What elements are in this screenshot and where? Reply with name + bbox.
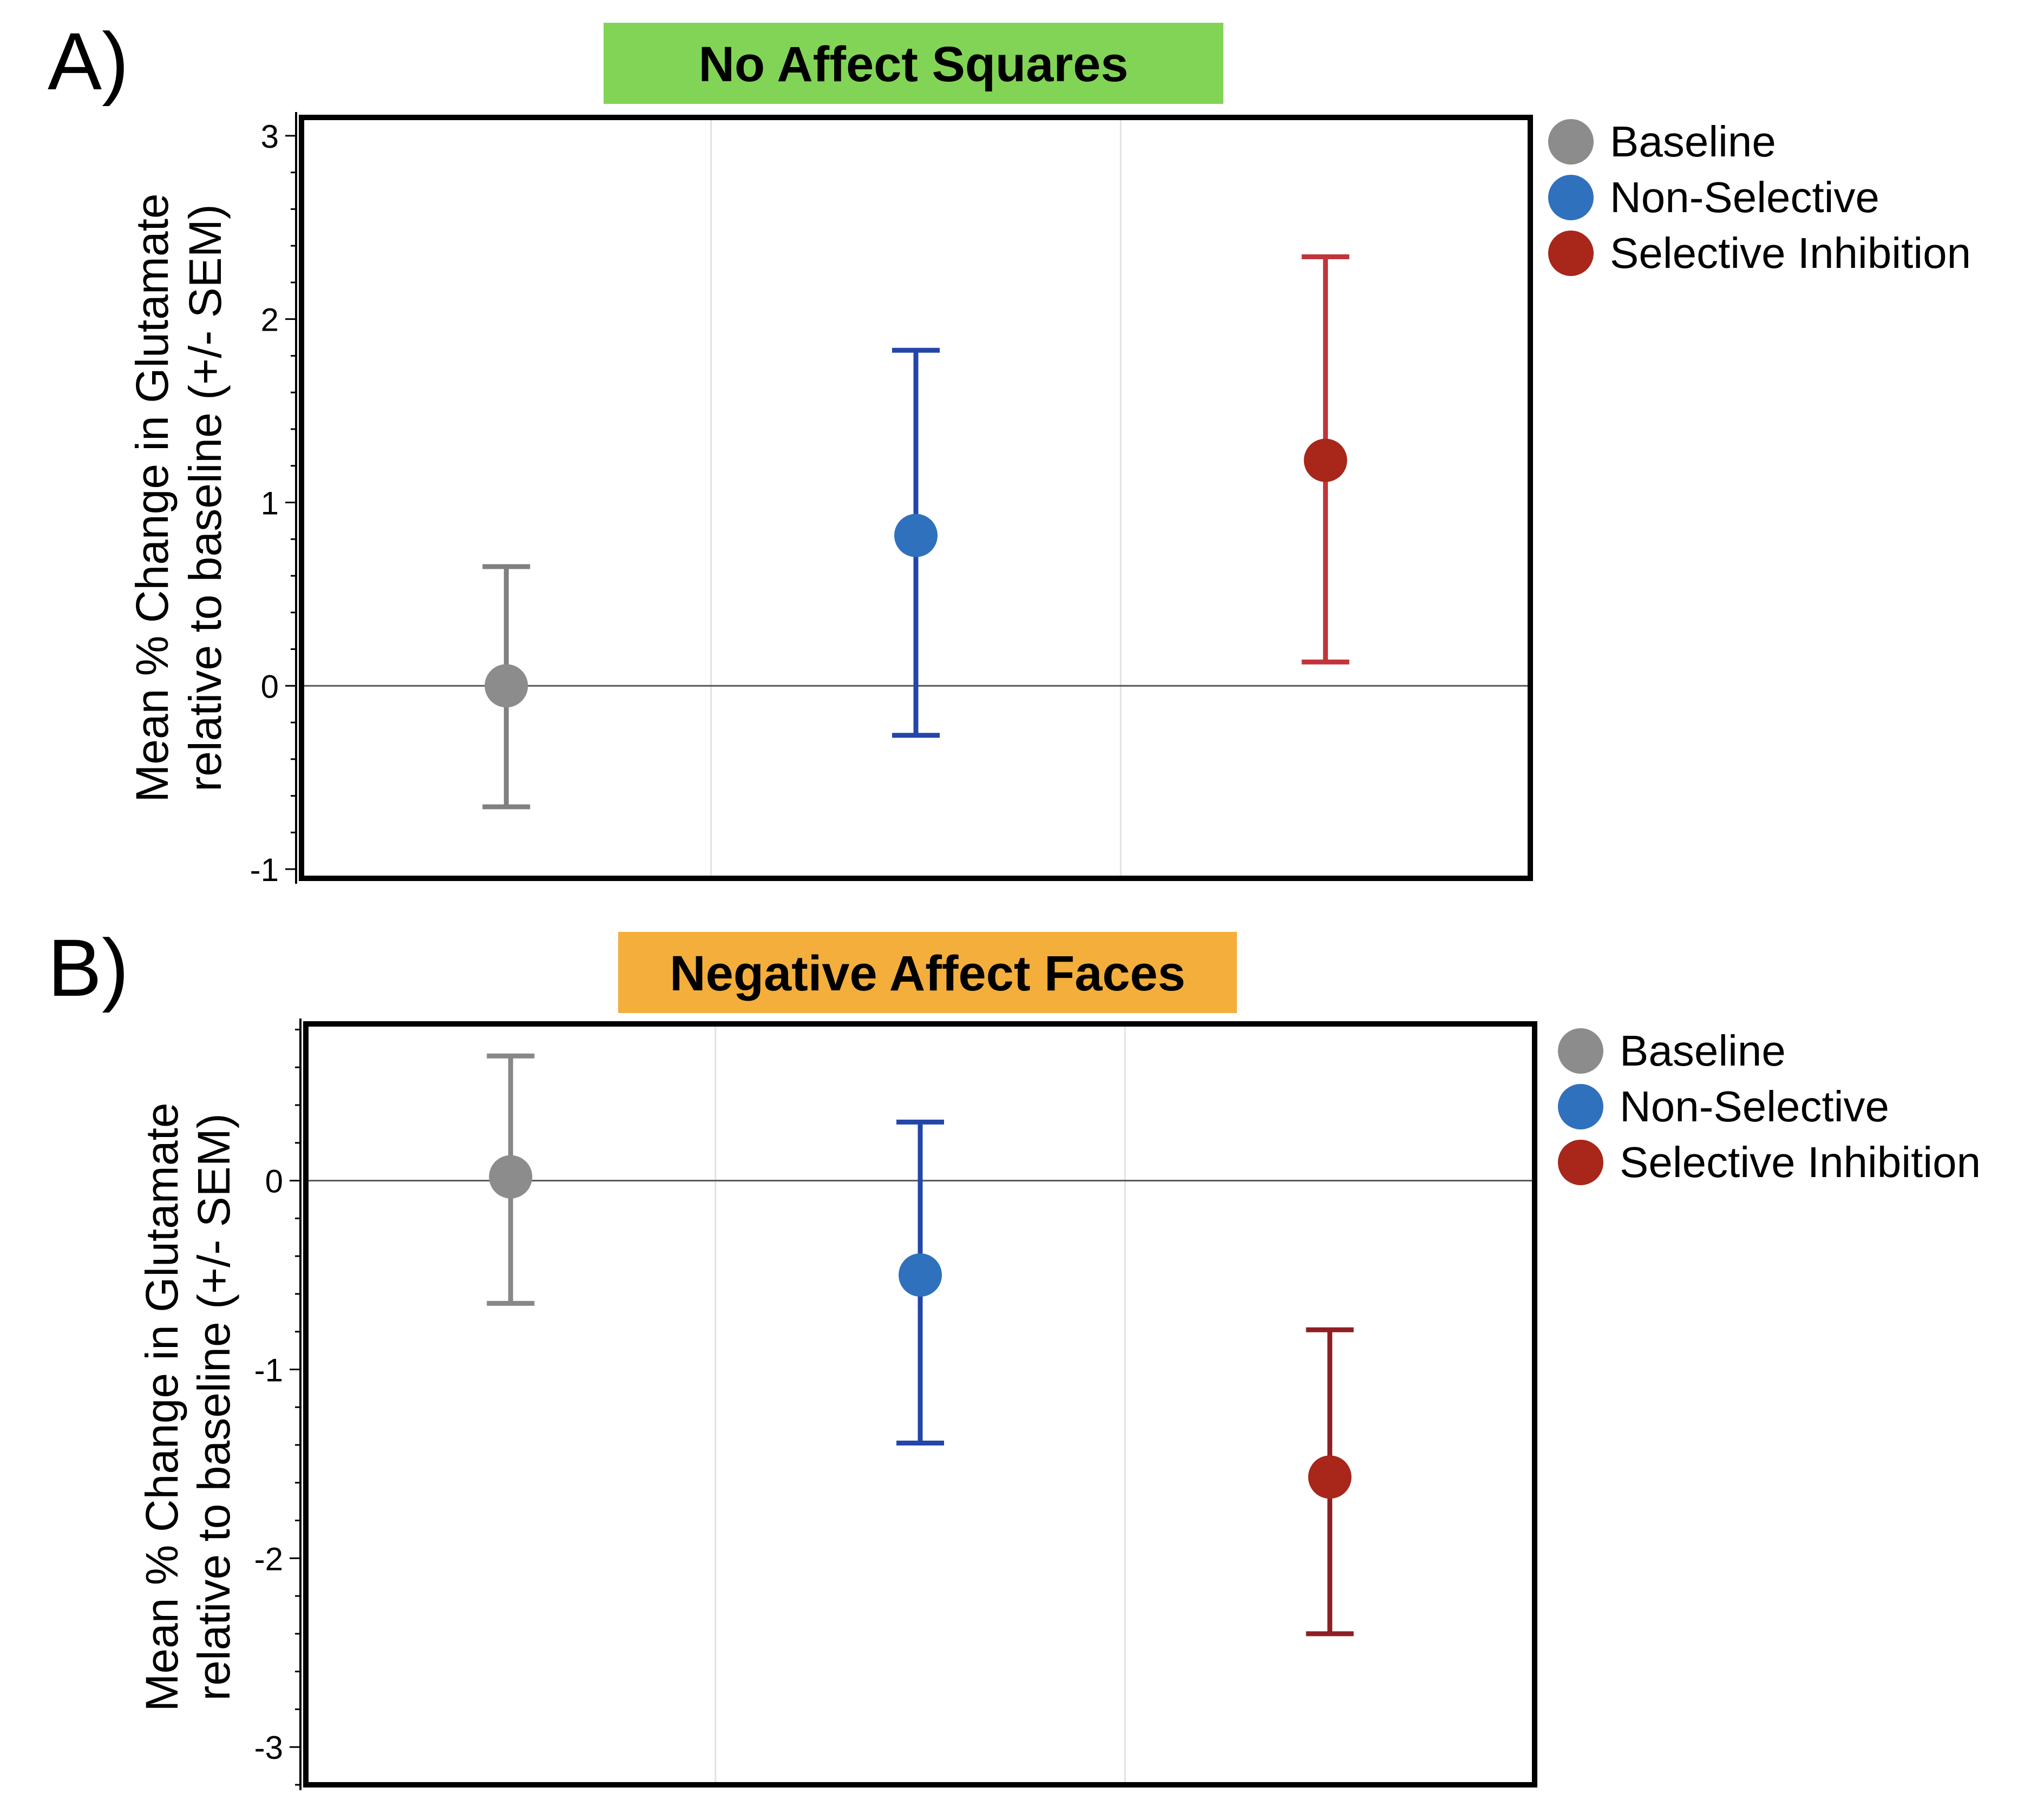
legend-label: Non-Selective [1610, 173, 1879, 221]
mean-point [1303, 438, 1347, 482]
mean-point [899, 1253, 942, 1297]
error-bar-baseline [482, 564, 530, 810]
panel-label: A) [48, 16, 129, 107]
legend-marker [1558, 1028, 1603, 1074]
chart-title: Negative Affect Faces [670, 946, 1185, 1001]
mean-point [894, 514, 938, 557]
mean-point [1308, 1455, 1352, 1499]
legend: Baseline Non-Selective Selective Inhibitio… [1548, 117, 1971, 277]
legend-marker [1558, 1084, 1603, 1129]
y-tick-label: 0 [261, 668, 279, 705]
legend-label: Non-Selective [1620, 1082, 1889, 1131]
y-axis-title: Mean % Change in Glutamate [136, 1102, 187, 1711]
legend-label: Selective Inhibition [1620, 1138, 1981, 1186]
error-bar-selective-inhibition [1306, 1327, 1354, 1637]
error-bar-non-selective [892, 347, 940, 738]
legend-marker [1548, 231, 1594, 276]
y-tick-label: -2 [254, 1541, 283, 1577]
y-tick-label: -3 [254, 1730, 283, 1766]
legend-marker [1548, 119, 1594, 165]
legend-marker [1558, 1140, 1603, 1185]
title-background [604, 23, 1223, 104]
chart-panel-b: B) Negative Affect Faces 0 -1 -2 -3 Mean % Cha… [48, 922, 1981, 1790]
chart-panel-a: A) No Affect Squares 3 2 1 0 -1 Mean % Change i… [48, 16, 1971, 888]
mean-point [489, 1155, 533, 1199]
y-tick-label: 2 [261, 302, 279, 338]
legend-label: Baseline [1620, 1027, 1786, 1075]
error-bar-selective-inhibition [1301, 254, 1349, 665]
y-tick-label: -1 [254, 1352, 283, 1388]
y-tick-label: -1 [250, 852, 279, 888]
legend-label: Selective Inhibition [1610, 229, 1971, 277]
error-bar-baseline [487, 1053, 535, 1306]
chart-title: No Affect Squares [698, 37, 1128, 92]
legend-label: Baseline [1610, 117, 1776, 166]
y-axis-title: Mean % Change in Glutamate [127, 193, 178, 802]
title-background [618, 932, 1237, 1013]
plot-frame [299, 115, 1533, 881]
panel-label: B) [48, 922, 129, 1013]
y-axis-title: relative to baseline (+/- SEM) [180, 204, 231, 791]
y-tick-label: 0 [265, 1164, 283, 1200]
error-bar-non-selective [896, 1119, 944, 1446]
mean-point [484, 664, 528, 708]
y-tick-label: 1 [261, 485, 279, 521]
legend: Baseline Non-Selective Selective Inhibitio… [1558, 1027, 1981, 1186]
y-axis-title: relative to baseline (+/- SEM) [188, 1113, 239, 1700]
y-tick-label: 3 [261, 119, 279, 155]
plot-frame [303, 1021, 1537, 1788]
legend-marker [1548, 175, 1594, 220]
